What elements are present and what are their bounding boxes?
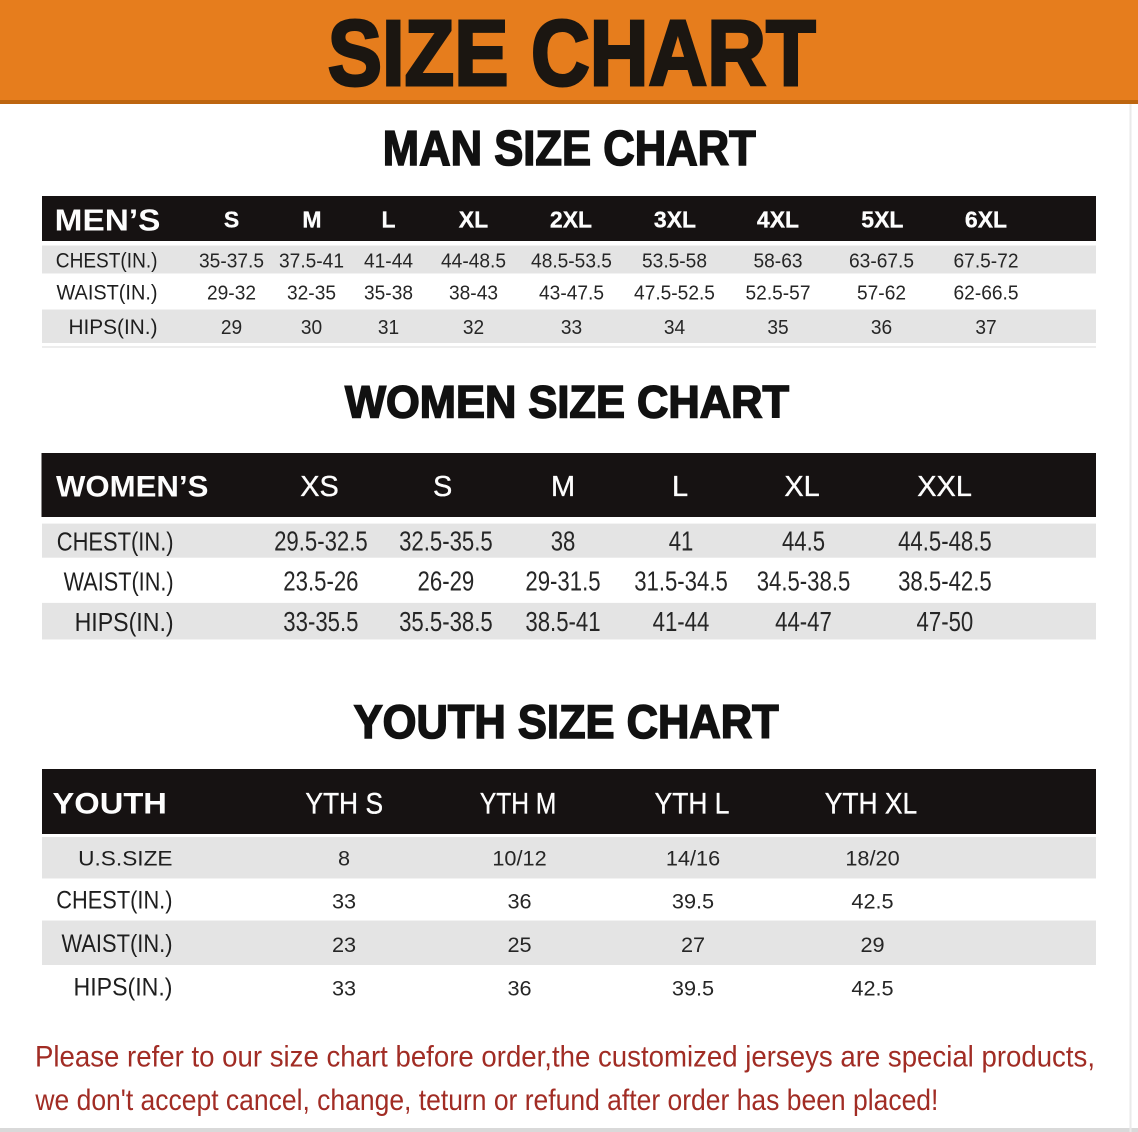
svg-text:WAIST(IN.): WAIST(IN.) <box>57 280 158 304</box>
svg-text:39.5: 39.5 <box>672 889 714 914</box>
svg-text:37.5-41: 37.5-41 <box>279 249 344 272</box>
svg-text:25: 25 <box>507 932 531 957</box>
svg-text:29: 29 <box>860 932 884 957</box>
svg-text:35.5-38.5: 35.5-38.5 <box>399 605 493 637</box>
svg-text:YTH M: YTH M <box>480 788 556 821</box>
svg-text:33: 33 <box>561 316 582 339</box>
svg-text:YTH S: YTH S <box>305 788 383 821</box>
svg-text:38-43: 38-43 <box>449 281 498 304</box>
svg-text:44-47: 44-47 <box>775 605 832 637</box>
svg-text:L: L <box>672 471 688 503</box>
svg-text:30: 30 <box>301 316 322 339</box>
svg-text:63-67.5: 63-67.5 <box>849 249 914 272</box>
svg-text:41-44: 41-44 <box>364 249 413 272</box>
svg-text:29.5-32.5: 29.5-32.5 <box>274 525 368 557</box>
svg-text:L: L <box>381 207 395 233</box>
svg-text:42.5: 42.5 <box>851 975 893 1000</box>
svg-text:HIPS(IN.): HIPS(IN.) <box>75 607 174 637</box>
svg-text:we don't accept cancel, change: we don't accept cancel, change, teturn o… <box>35 1084 939 1117</box>
svg-text:M: M <box>302 207 321 233</box>
svg-text:SIZE CHART: SIZE CHART <box>328 1 816 105</box>
svg-text:48.5-53.5: 48.5-53.5 <box>531 249 612 272</box>
svg-text:57-62: 57-62 <box>857 281 906 304</box>
svg-text:37: 37 <box>975 316 996 339</box>
svg-text:6XL: 6XL <box>965 207 1007 233</box>
svg-text:U.S.SIZE: U.S.SIZE <box>78 846 172 871</box>
svg-text:38.5-42.5: 38.5-42.5 <box>898 565 992 597</box>
svg-text:33-35.5: 33-35.5 <box>283 605 358 637</box>
svg-text:XS: XS <box>300 471 339 503</box>
svg-text:23.5-26: 23.5-26 <box>283 565 358 597</box>
svg-text:CHEST(IN.): CHEST(IN.) <box>56 887 172 915</box>
svg-text:44.5-48.5: 44.5-48.5 <box>898 525 992 557</box>
svg-text:32.5-35.5: 32.5-35.5 <box>399 525 493 557</box>
svg-text:14/16: 14/16 <box>666 846 720 871</box>
svg-text:36: 36 <box>507 889 531 914</box>
svg-text:44-48.5: 44-48.5 <box>441 249 506 272</box>
svg-text:CHEST(IN.): CHEST(IN.) <box>56 248 158 272</box>
svg-text:YTH L: YTH L <box>655 788 730 821</box>
svg-text:29-31.5: 29-31.5 <box>525 565 600 597</box>
svg-text:S: S <box>433 471 452 503</box>
svg-text:23: 23 <box>332 932 356 957</box>
svg-text:31: 31 <box>378 316 399 339</box>
svg-text:33: 33 <box>332 975 356 1000</box>
svg-text:Please refer to our size chart: Please refer to our size chart before or… <box>35 1040 1095 1073</box>
svg-text:26-29: 26-29 <box>418 565 475 597</box>
svg-text:HIPS(IN.): HIPS(IN.) <box>74 973 173 1001</box>
svg-text:XL: XL <box>459 207 488 233</box>
svg-text:HIPS(IN.): HIPS(IN.) <box>69 315 158 339</box>
svg-text:2XL: 2XL <box>550 207 592 233</box>
svg-text:WOMEN’S: WOMEN’S <box>56 471 208 504</box>
svg-text:47.5-52.5: 47.5-52.5 <box>634 281 715 304</box>
svg-text:58-63: 58-63 <box>754 249 803 272</box>
svg-text:4XL: 4XL <box>757 207 799 233</box>
svg-text:35: 35 <box>767 316 788 339</box>
svg-text:38.5-41: 38.5-41 <box>525 605 600 637</box>
svg-text:35-38: 35-38 <box>364 281 413 304</box>
svg-text:3XL: 3XL <box>654 207 696 233</box>
svg-text:42.5: 42.5 <box>851 889 893 914</box>
svg-text:WAIST(IN.): WAIST(IN.) <box>62 930 173 958</box>
svg-text:34: 34 <box>664 316 685 339</box>
svg-text:62-66.5: 62-66.5 <box>954 281 1019 304</box>
svg-text:67.5-72: 67.5-72 <box>954 249 1019 272</box>
svg-text:8: 8 <box>338 846 350 871</box>
svg-text:52.5-57: 52.5-57 <box>746 281 811 304</box>
svg-text:YOUTH: YOUTH <box>53 788 167 821</box>
svg-text:32: 32 <box>463 316 484 339</box>
svg-text:31.5-34.5: 31.5-34.5 <box>634 565 728 597</box>
svg-text:32-35: 32-35 <box>287 281 336 304</box>
svg-text:XL: XL <box>784 471 819 503</box>
svg-text:10/12: 10/12 <box>492 846 546 871</box>
svg-text:MEN’S: MEN’S <box>55 204 161 238</box>
svg-text:41-44: 41-44 <box>653 605 710 637</box>
svg-text:33: 33 <box>332 889 356 914</box>
svg-text:44.5: 44.5 <box>782 525 825 557</box>
svg-text:39.5: 39.5 <box>672 975 714 1000</box>
svg-text:47-50: 47-50 <box>917 605 974 637</box>
svg-text:35-37.5: 35-37.5 <box>199 249 264 272</box>
svg-text:34.5-38.5: 34.5-38.5 <box>757 565 851 597</box>
svg-text:XXL: XXL <box>917 471 972 503</box>
svg-text:S: S <box>224 207 239 233</box>
svg-text:27: 27 <box>681 932 705 957</box>
svg-text:38: 38 <box>551 525 576 557</box>
svg-text:YTH XL: YTH XL <box>825 788 918 821</box>
svg-text:36: 36 <box>871 316 892 339</box>
svg-text:5XL: 5XL <box>861 207 903 233</box>
svg-text:WOMEN SIZE CHART: WOMEN SIZE CHART <box>345 377 789 428</box>
svg-text:MAN SIZE CHART: MAN SIZE CHART <box>383 121 756 176</box>
svg-text:41: 41 <box>669 525 694 557</box>
svg-text:43-47.5: 43-47.5 <box>539 281 604 304</box>
svg-text:18/20: 18/20 <box>845 846 899 871</box>
svg-text:53.5-58: 53.5-58 <box>642 249 707 272</box>
svg-text:29-32: 29-32 <box>207 281 256 304</box>
svg-text:CHEST(IN.): CHEST(IN.) <box>57 527 174 557</box>
svg-text:36: 36 <box>507 975 531 1000</box>
svg-text:M: M <box>551 471 575 503</box>
svg-text:29: 29 <box>221 316 242 339</box>
svg-text:YOUTH SIZE CHART: YOUTH SIZE CHART <box>354 696 779 749</box>
svg-text:WAIST(IN.): WAIST(IN.) <box>64 567 174 597</box>
